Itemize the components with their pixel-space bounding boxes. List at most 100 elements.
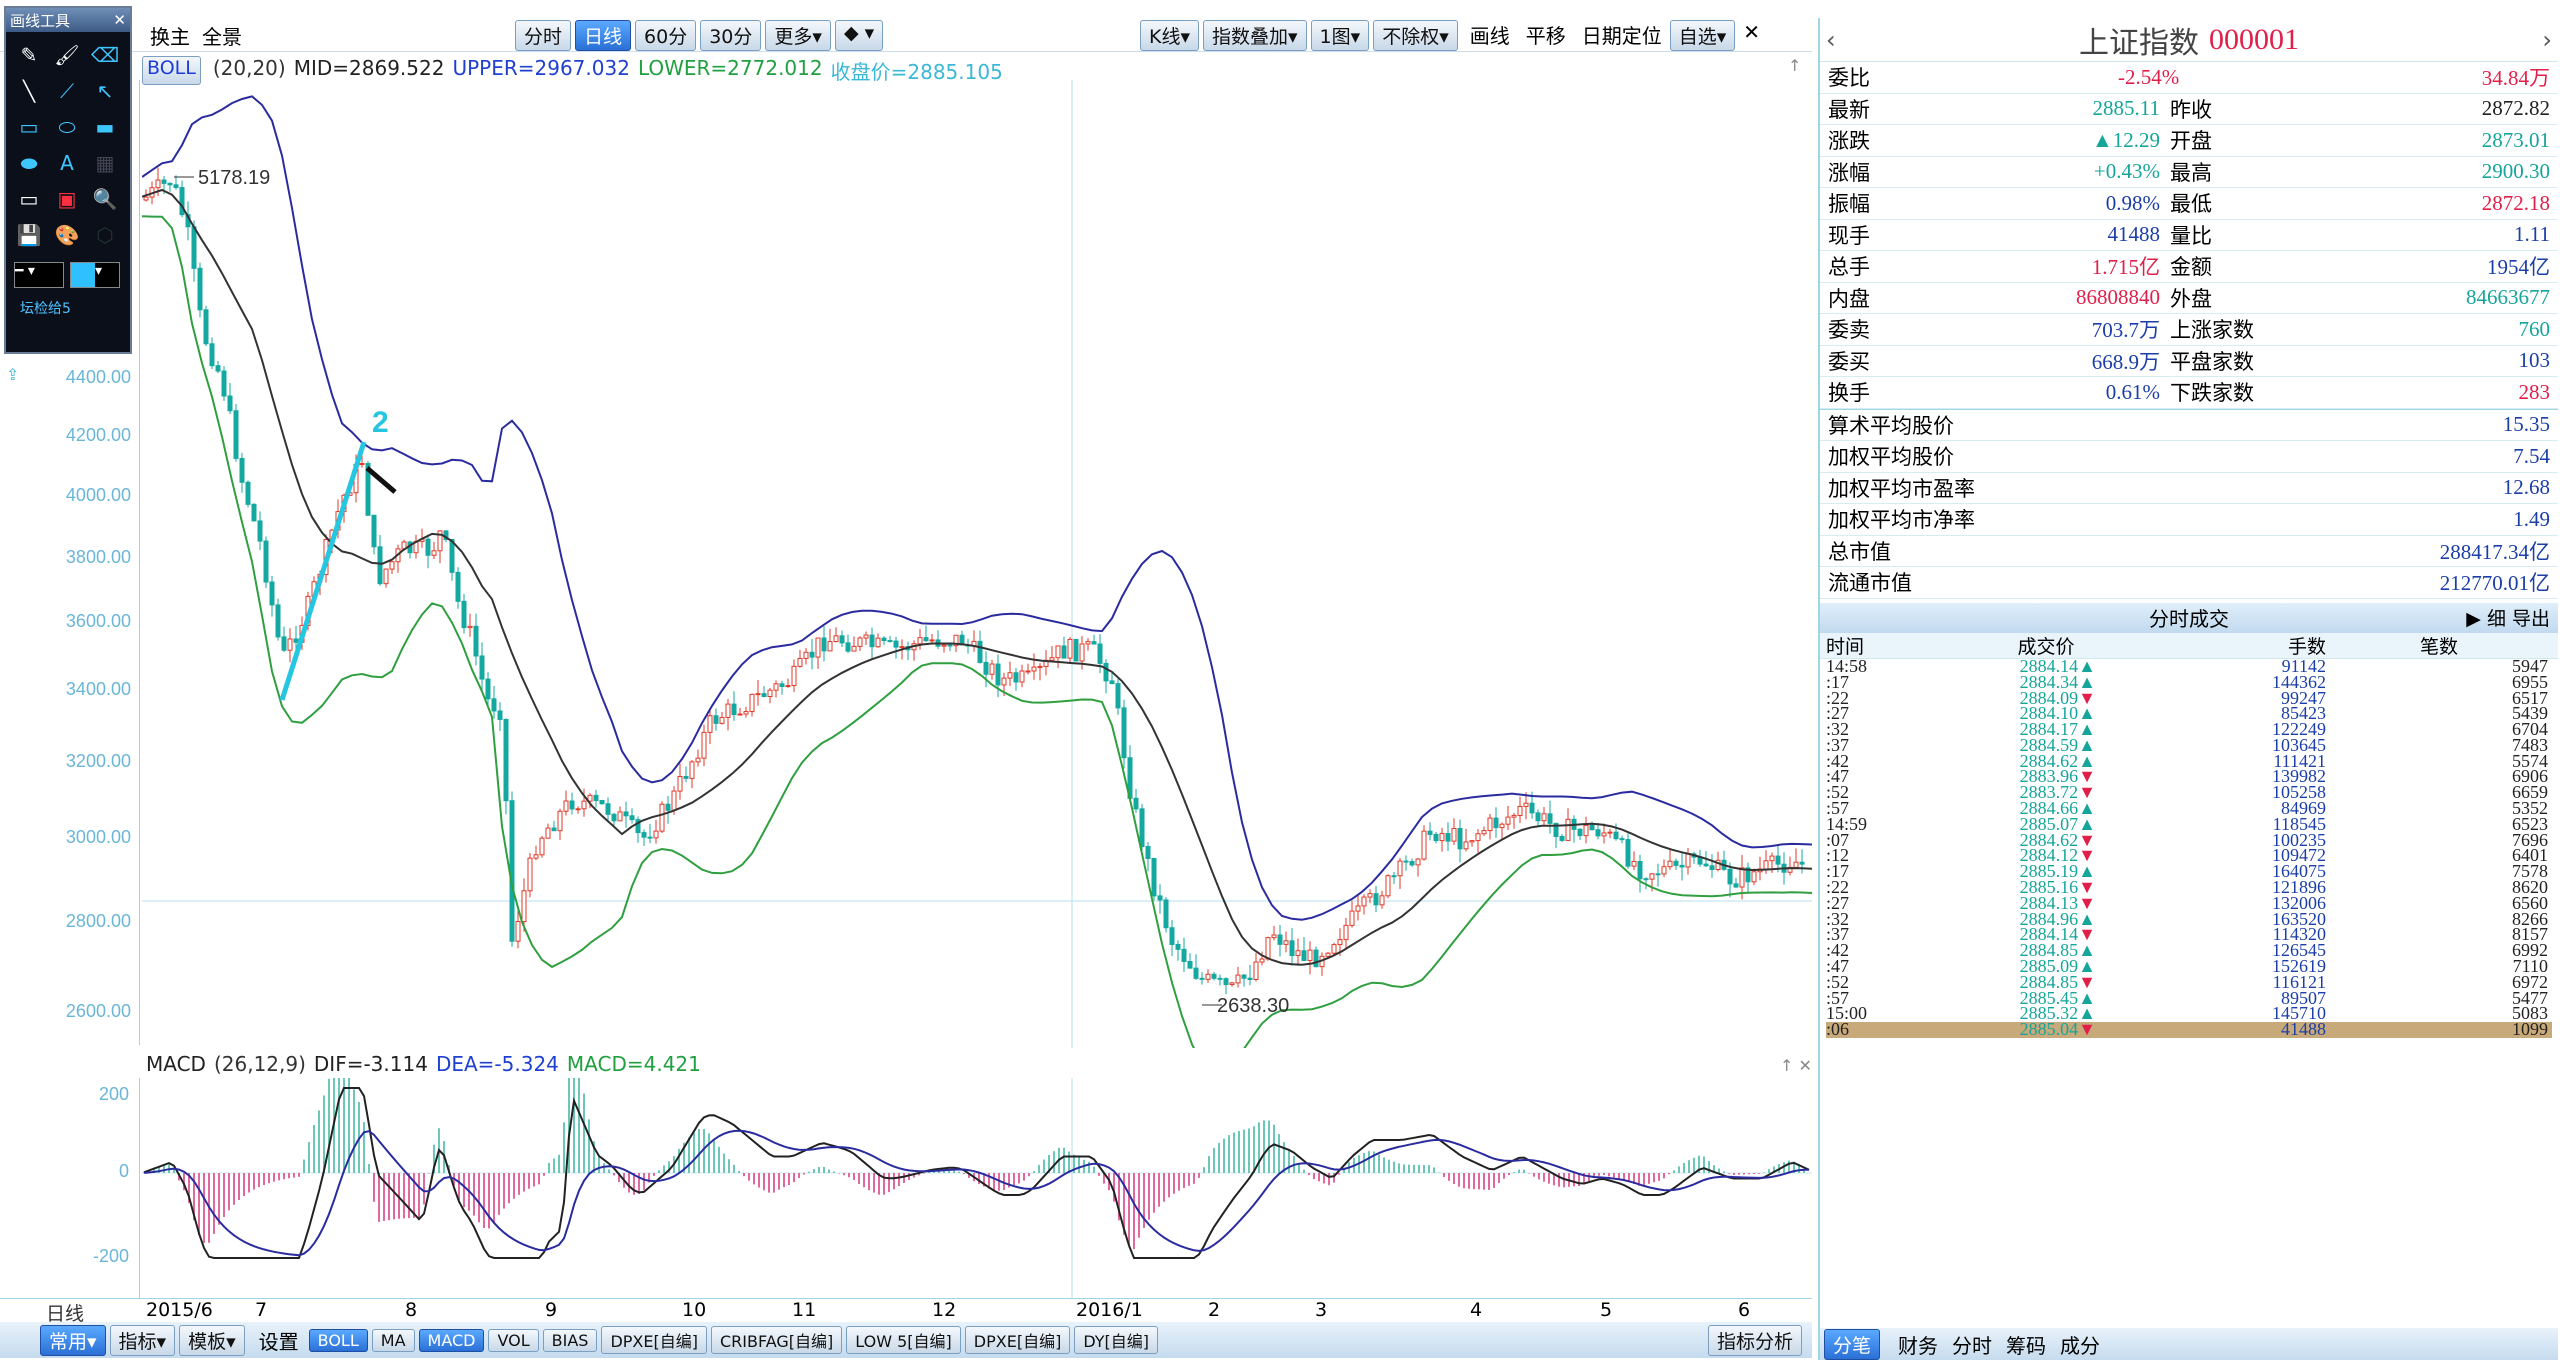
indicator-tab-custom-2[interactable]: CRIBFAG[自编] [710,1326,843,1354]
indicator-analysis-button[interactable]: 指标分析 [1707,1324,1802,1356]
weibi-row: 委比 -2.54% 34.84万 [1820,62,2558,94]
trade-count: 6560 [2512,892,2548,913]
stat-value: 12.68 [2502,475,2550,500]
indicator-tab-boll[interactable]: BOLL [308,1328,368,1352]
exright-menu[interactable]: 不除权▾ [1373,20,1458,51]
ray-icon[interactable]: ⟋ [60,79,74,103]
draw-line-button[interactable]: 画线 [1469,24,1510,48]
macd-tick-label: 200 [98,1084,129,1104]
text-icon[interactable]: A [60,151,74,175]
macd-chart[interactable] [142,1078,1812,1298]
tab-60min[interactable]: 60分 [635,20,697,51]
macd-name[interactable]: MACD [146,1052,206,1076]
trade-time: :07 [1826,829,1850,850]
trade-direction-icon: ▼ [2078,829,2096,850]
trade-price: 2884.96▲ [2019,908,2096,929]
quote-value: ▲12.29 [2091,127,2160,152]
quote-value: 2872.18 [2481,190,2550,215]
tab-fenbi[interactable]: 分笔 [1824,1328,1881,1360]
trade-row: :47 2885.09▲ 152619 7110 [1826,956,2552,976]
tab-huanzhu[interactable]: 换主 [150,25,190,49]
trade-direction-icon: ▲ [2078,798,2096,819]
trade-volume: 111421 [2273,750,2326,771]
settings-button[interactable]: 设置 [258,1329,299,1354]
trade-volume: 144362 [2272,671,2326,692]
indicator-tab-custom-4[interactable]: DPXE[自编] [964,1326,1071,1354]
stat-row: 加权平均股价 7.54 [1820,441,2558,473]
trades-title: 分时成交 [2149,607,2229,631]
hexagon-icon[interactable]: ⬡ [96,223,114,247]
tab-extra[interactable]: ◆ ▾ [834,20,884,51]
quote-label: 最新 [1828,97,1870,122]
indicator-tab-custom-1[interactable]: DPXE[自编] [601,1326,707,1354]
quote-row: 委买 668.9万 平盘家数 103 [1820,346,2558,377]
tab-fenshi[interactable]: 分时 [515,20,572,51]
trade-count: 8266 [2512,908,2548,929]
red-marker-icon[interactable]: ▣ [57,187,77,211]
side-collapse-icon[interactable]: ⇪ [6,365,20,384]
indicator-menu[interactable]: 指标▾ [109,1324,176,1356]
quote-value: 1954亿 [2487,255,2550,280]
period-label: 日线 [46,1303,85,1325]
palette-close-icon[interactable]: ✕ [113,11,126,29]
index-overlay-menu[interactable]: 指数叠加▾ [1203,20,1307,51]
main-kline-chart[interactable]: 2 5178.19 2638.30 [142,80,1812,1048]
save-icon[interactable]: 💾 [16,223,42,247]
date-locate-button[interactable]: 日期定位 [1581,24,1662,48]
tab-rixian[interactable]: 日线 [575,20,632,51]
boll-indicator-button[interactable]: BOLL [142,56,201,85]
filled-rect-icon[interactable]: ▬ [95,115,115,139]
quote-value: 103 [2518,348,2551,373]
arrow-icon[interactable]: ↖ [96,79,114,103]
palette-titlebar[interactable]: 画线工具 ✕ [6,8,130,32]
tab-fenshi-right[interactable]: 分时 [1952,1333,1993,1358]
line-width-select[interactable]: ━ ▾ [14,262,64,288]
macd-close-icon[interactable]: ↑ ✕ [1780,1056,1812,1075]
next-stock-icon[interactable]: › [2542,26,2552,54]
pencil-icon[interactable]: ✎ [20,43,38,67]
chart-count-menu[interactable]: 1图▾ [1310,20,1370,51]
watchlist-menu[interactable]: 自选▾ [1669,20,1736,51]
brush-icon[interactable]: 🖌 [54,43,80,67]
trade-row: :52 2883.72▼ 105258 6659 [1826,782,2552,803]
chart-corner-icon[interactable]: ↑ [1788,56,1802,75]
indicator-tab-bias[interactable]: BIAS [542,1328,598,1352]
tab-chengfen[interactable]: 成分 [2060,1333,2101,1358]
template-menu[interactable]: 模板▾ [179,1324,245,1356]
indicator-tab-ma[interactable]: MA [371,1328,415,1352]
trades-actions[interactable]: ▶ 细 导出 [2466,608,2550,630]
rectangle-icon[interactable]: ▭ [19,115,39,139]
tab-chouma[interactable]: 筹码 [2006,1333,2047,1358]
line-segment-icon[interactable]: ╲ [22,79,36,103]
indicator-tab-macd[interactable]: MACD [418,1328,485,1352]
pan-button[interactable]: 平移 [1525,24,1566,48]
palette-color-icon[interactable]: 🎨 [54,223,80,247]
common-menu[interactable]: 常用▾ [40,1324,106,1356]
kline-menu[interactable]: K线▾ [1140,20,1199,51]
trade-row: 14:59 2885.07▲ 118545 6523 [1826,814,2552,834]
color-select[interactable]: ▾ [70,262,120,288]
tab-caiwu[interactable]: 财务 [1898,1333,1939,1358]
indicator-tab-vol[interactable]: VOL [488,1328,539,1352]
trade-count: 6955 [2512,671,2548,692]
trade-count: 5477 [2512,987,2548,1008]
ellipse-icon[interactable]: ⬭ [58,115,76,139]
tab-30min[interactable]: 30分 [700,20,762,51]
eraser-icon[interactable]: ⌫ [90,43,120,67]
quote-value: 703.7万 [2091,318,2160,343]
close-chart-icon[interactable]: ✕ [1743,20,1761,44]
drawing-palette[interactable]: 画线工具 ✕ ✎ 🖌 ⌫ ╲ ⟋ ↖ ▭ ⬭ ▬ ⬬ A ▦ ▭ ▣ 🔍 💾 🎨… [4,6,132,354]
prev-stock-icon[interactable]: ‹ [1826,26,1836,54]
zoom-icon[interactable]: 🔍 [92,187,118,211]
tab-quanjing[interactable]: 全景 [202,25,242,49]
boll-mid: MID=2869.522 [293,56,445,80]
tab-more[interactable]: 更多▾ [765,20,831,51]
trade-count: 6659 [2512,782,2548,803]
trade-volume: 164075 [2272,861,2326,882]
indicator-tab-custom-5[interactable]: DY[自编] [1074,1326,1159,1354]
note-icon[interactable]: ▭ [19,187,39,211]
bubble-icon[interactable]: ⬬ [20,151,38,175]
trade-count: 1099 [2512,1019,2548,1040]
grid-icon[interactable]: ▦ [95,151,115,175]
indicator-tab-custom-3[interactable]: LOW 5[自编] [846,1326,961,1354]
